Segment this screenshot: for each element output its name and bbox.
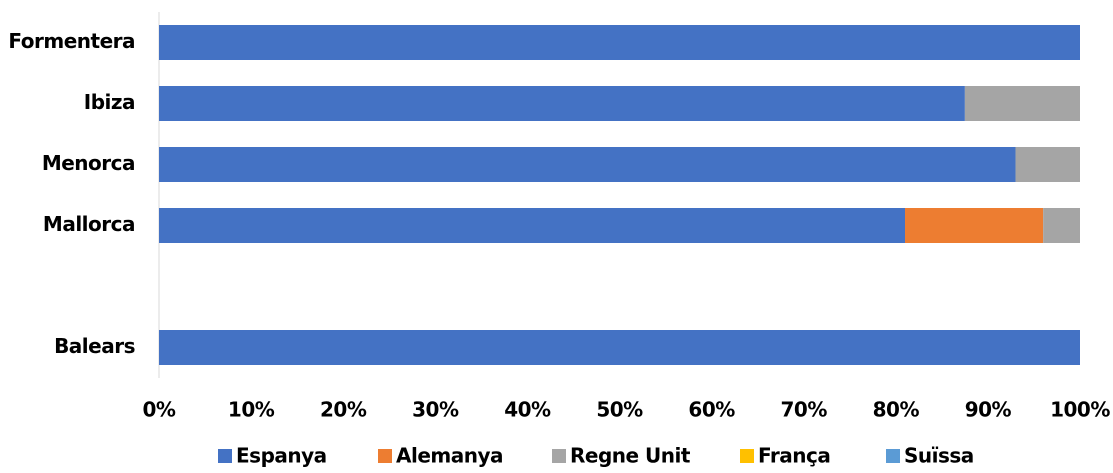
y-tick-label: Mallorca [43,212,135,236]
y-tick-label: Ibiza [84,90,135,114]
legend-swatch [218,449,232,463]
legend-label: Alemanya [396,444,503,468]
x-tick-label: 30% [412,398,459,422]
x-tick-label: 0% [143,398,176,422]
bar-segment [159,330,1080,365]
x-tick-label: 70% [781,398,828,422]
x-tick-label: 10% [228,398,275,422]
legend-label: Regne Unit [570,444,691,468]
bar-segment [905,208,1044,243]
legend-swatch [886,449,900,463]
legend-swatch [378,449,392,463]
bar-segment [159,25,1080,60]
bar-segment [159,86,965,121]
y-tick-label: Formentera [8,29,135,53]
x-tick-label: 100% [1050,398,1110,422]
bar-segment [159,208,906,243]
bar-segment [1015,147,1080,182]
bar-segment [964,86,1080,121]
x-tick-label: 90% [965,398,1012,422]
x-tick-label: 20% [320,398,367,422]
x-tick-label: 60% [688,398,735,422]
legend-label: Suïssa [904,444,974,468]
legend-label: França [758,444,830,468]
y-tick-label: Menorca [42,151,135,175]
legend-label: Espanya [236,444,327,468]
x-tick-label: 40% [504,398,551,422]
legend-swatch [552,449,566,463]
x-tick-label: 50% [596,398,643,422]
bar-segment [159,147,1016,182]
legend-swatch [740,449,754,463]
x-tick-label: 80% [873,398,920,422]
y-tick-label: Balears [54,334,135,358]
bar-segment [1043,208,1080,243]
